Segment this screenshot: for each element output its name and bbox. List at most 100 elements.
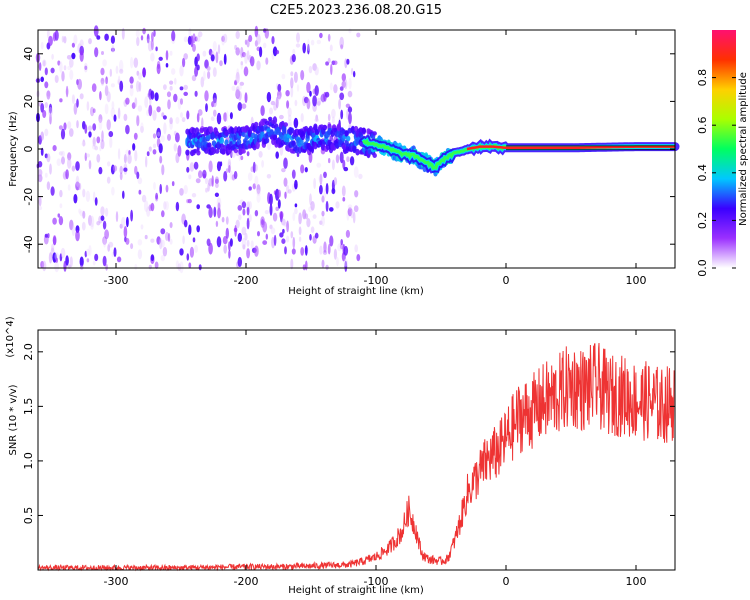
heatmap-cell <box>241 51 246 58</box>
heatmap-cell <box>136 36 140 47</box>
heatmap-cell <box>153 29 156 37</box>
heatmap-cell <box>44 172 48 178</box>
heatmap-cell <box>265 233 268 240</box>
heatmap-cell <box>179 248 184 256</box>
heatmap-cell <box>171 181 175 187</box>
heatmap-cell <box>104 85 109 97</box>
heatmap-cell <box>182 235 185 245</box>
heatmap-cell <box>85 190 91 202</box>
heatmap-cell <box>137 105 143 112</box>
heatmap-cell <box>333 84 338 94</box>
heatmap-cell <box>154 261 159 269</box>
heatmap-cell <box>204 90 209 102</box>
heatmap-cell <box>169 85 173 91</box>
heatmap-cell <box>175 116 180 125</box>
heatmap-cell <box>162 115 167 120</box>
heatmap-cell <box>188 262 192 269</box>
heatmap-cell <box>296 32 300 43</box>
heatmap-cell <box>156 63 161 75</box>
heatmap-cell <box>285 137 290 143</box>
heatmap-cell <box>321 259 325 268</box>
heatmap-cell <box>52 235 57 246</box>
heatmap-cell <box>256 33 261 45</box>
heatmap-cell <box>212 97 217 108</box>
heatmap-cell <box>81 221 86 231</box>
heatmap-cell <box>92 108 96 113</box>
heatmap-cell <box>256 189 261 196</box>
heatmap-cell <box>261 160 264 168</box>
heatmap-cell <box>165 63 169 68</box>
heatmap-cell <box>85 153 90 158</box>
heatmap-cell <box>207 71 211 79</box>
heatmap-cell <box>244 52 248 64</box>
heatmap-cell <box>156 106 161 113</box>
heatmap-cell <box>84 65 88 71</box>
heatmap-cell <box>295 43 301 48</box>
heatmap-cell <box>55 257 58 263</box>
heatmap-cell <box>319 173 323 186</box>
heatmap-cell <box>161 164 165 176</box>
heatmap-cell <box>90 215 95 228</box>
x-tick-label: -200 <box>234 274 259 287</box>
heatmap-cell <box>157 131 161 137</box>
heatmap-cell <box>165 50 169 61</box>
heatmap-cell <box>350 67 354 76</box>
heatmap-cell <box>61 71 65 82</box>
heatmap-cell <box>270 227 276 235</box>
heatmap-cell <box>154 92 159 102</box>
heatmap-cell <box>329 82 333 91</box>
heatmap-cell <box>147 38 150 44</box>
heatmap-cell <box>119 59 124 72</box>
heatmap-cell <box>275 127 281 136</box>
heatmap-cell <box>248 214 252 223</box>
heatmap-cell <box>42 260 47 272</box>
heatmap-cell <box>105 263 108 271</box>
heatmap-cell <box>204 59 209 69</box>
heatmap-cell <box>353 205 359 213</box>
heatmap-cell <box>286 235 290 243</box>
heatmap-cell <box>125 237 130 245</box>
heatmap-cell <box>66 55 72 60</box>
heatmap-cell <box>215 220 219 227</box>
heatmap-cell <box>110 83 115 88</box>
heatmap-cell <box>88 125 92 131</box>
heatmap-cell <box>117 107 121 120</box>
heatmap-cell <box>106 91 111 103</box>
heatmap-cell <box>54 252 59 261</box>
heatmap-cell <box>285 90 290 97</box>
heatmap-cell <box>100 206 105 216</box>
heatmap-cell <box>136 171 140 180</box>
heatmap-cell <box>63 122 67 131</box>
colorbar-label: Normalized spectral amplitude <box>738 72 749 226</box>
heatmap-cell <box>208 126 214 133</box>
heatmap-cell <box>294 207 298 215</box>
heatmap-cell <box>258 151 263 158</box>
heatmap-cell <box>185 149 190 156</box>
heatmap-cell <box>56 158 62 166</box>
heatmap-cell <box>163 201 167 210</box>
heatmap-cell <box>119 165 123 175</box>
heatmap-cell <box>130 243 134 250</box>
heatmap-cell <box>160 239 165 248</box>
heatmap-cell <box>44 153 48 159</box>
heatmap-cell <box>222 236 228 245</box>
heatmap-cell <box>106 119 111 131</box>
heatmap-cell <box>76 98 79 108</box>
heatmap-cell <box>86 101 90 111</box>
heatmap-cell <box>160 254 165 262</box>
heatmap-cell <box>122 190 125 199</box>
heatmap-cell <box>75 161 80 171</box>
heatmap-cell <box>40 147 44 156</box>
spectrogram-y-axis-label: Frequency (Hz) <box>8 111 19 187</box>
heatmap-cell <box>98 118 103 130</box>
heatmap-cell <box>310 201 315 211</box>
heatmap-cell <box>202 169 207 179</box>
heatmap-cell <box>300 113 304 123</box>
heatmap-cell <box>134 263 138 271</box>
heatmap-cell <box>42 59 47 67</box>
heatmap-cell <box>175 260 179 270</box>
heatmap-cell <box>146 151 150 157</box>
heatmap-cell <box>191 193 197 198</box>
heatmap-cell <box>343 245 349 256</box>
